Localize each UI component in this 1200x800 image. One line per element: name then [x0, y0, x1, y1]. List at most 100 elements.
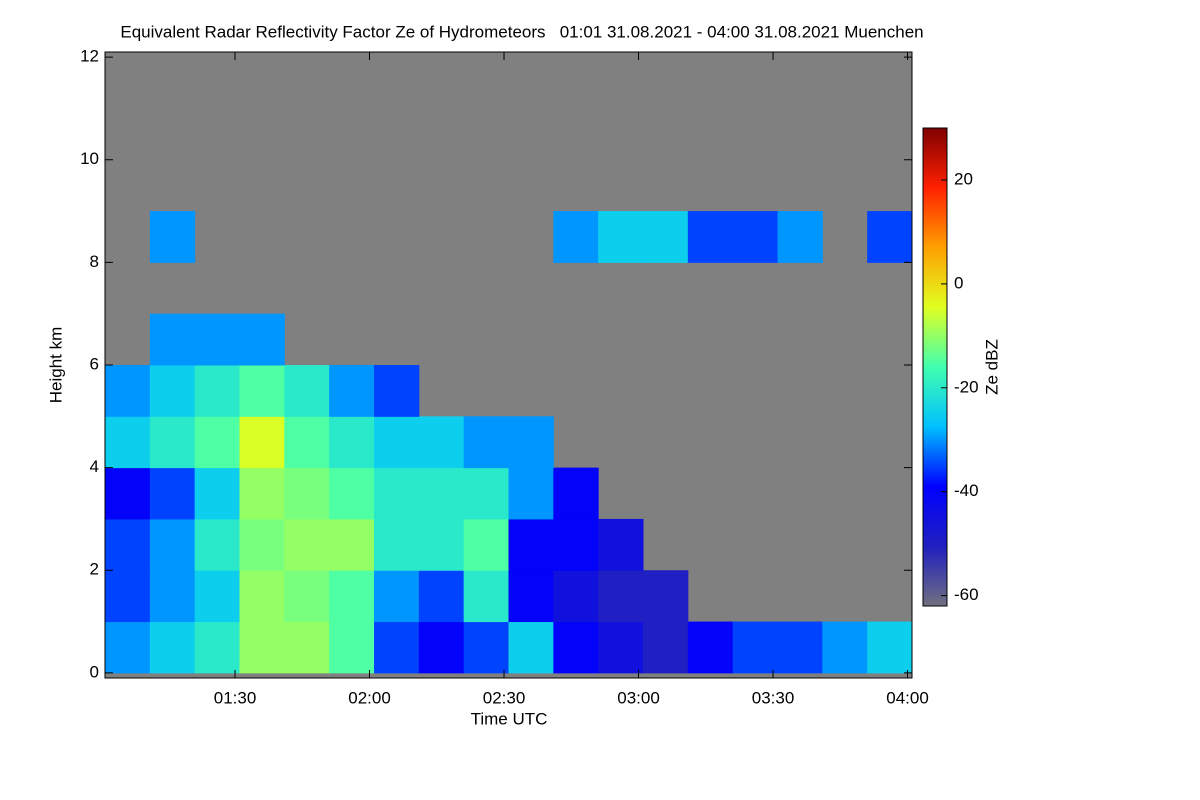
- cell: [867, 621, 913, 674]
- cell: [732, 211, 778, 263]
- cell: [105, 570, 151, 623]
- cell: [777, 211, 823, 263]
- cell: [149, 313, 196, 366]
- cell: [105, 365, 151, 417]
- cell: [149, 467, 196, 520]
- cell: [329, 518, 375, 571]
- colorbar: [922, 127, 948, 607]
- cell: [149, 211, 196, 263]
- cell: [553, 570, 599, 623]
- cell: [329, 467, 375, 520]
- cell: [374, 416, 420, 469]
- cell: [418, 518, 465, 571]
- chart-title: Equivalent Radar Reflectivity Factor Ze …: [120, 22, 923, 41]
- cell: [463, 570, 509, 623]
- cell: [418, 570, 465, 623]
- cell: [374, 621, 420, 674]
- cell: [329, 365, 375, 417]
- cell: [553, 211, 599, 263]
- cell: [598, 211, 644, 263]
- cell: [194, 416, 240, 469]
- cell: [194, 467, 240, 520]
- cell: [777, 621, 823, 674]
- colorbar-label: Ze dBZ: [982, 339, 1001, 395]
- y-tick-label: 4: [90, 457, 99, 476]
- cell: [463, 621, 509, 674]
- cell: [239, 518, 285, 571]
- cell: [149, 416, 196, 469]
- cell: [374, 570, 420, 623]
- cell: [105, 467, 151, 520]
- cell: [329, 570, 375, 623]
- cell: [374, 365, 420, 417]
- cell: [687, 621, 734, 674]
- y-tick-label: 10: [80, 149, 99, 168]
- x-tick-label: 02:30: [483, 688, 526, 707]
- x-tick-label: 01:30: [214, 688, 257, 707]
- cell: [194, 570, 240, 623]
- cell: [374, 518, 420, 571]
- cell: [374, 467, 420, 520]
- cell: [418, 621, 465, 674]
- cell: [508, 570, 554, 623]
- cell: [239, 313, 285, 366]
- cell: [553, 467, 599, 520]
- cell: [149, 518, 196, 571]
- x-tick-label: 04:00: [886, 688, 929, 707]
- cell: [149, 365, 196, 417]
- cell: [553, 621, 599, 674]
- cell: [463, 416, 509, 469]
- cell: [284, 365, 330, 417]
- cell: [418, 467, 465, 520]
- cell: [105, 416, 151, 469]
- cell: [508, 518, 554, 571]
- cell: [239, 467, 285, 520]
- cell: [329, 621, 375, 674]
- cell: [284, 416, 330, 469]
- cell: [284, 518, 330, 571]
- y-tick-label: 0: [90, 662, 99, 681]
- x-tick-label: 02:00: [348, 688, 391, 707]
- cell: [553, 518, 599, 571]
- y-tick-label: 8: [90, 252, 99, 271]
- cell: [149, 570, 196, 623]
- y-axis-label: Height km: [46, 327, 65, 404]
- y-tick-label: 12: [80, 47, 99, 66]
- y-tick-label: 2: [90, 560, 99, 579]
- cell: [643, 211, 689, 263]
- cell: [149, 621, 196, 674]
- cell: [239, 416, 285, 469]
- cell: [284, 621, 330, 674]
- cell: [508, 416, 554, 469]
- cell: [105, 518, 151, 571]
- cell: [687, 211, 734, 263]
- y-tick-label: 6: [90, 354, 99, 373]
- cell: [418, 416, 465, 469]
- colorbar-tick-label: -60: [954, 585, 979, 604]
- cell: [598, 518, 644, 571]
- cell: [284, 467, 330, 520]
- cell: [822, 621, 868, 674]
- cell: [732, 621, 778, 674]
- colorbar-tick-label: -40: [954, 481, 979, 500]
- cell: [194, 365, 240, 417]
- cell: [239, 570, 285, 623]
- cell: [194, 518, 240, 571]
- colorbar-tick-label: 0: [954, 273, 963, 292]
- cell: [867, 211, 913, 263]
- cell: [284, 570, 330, 623]
- cell: [194, 313, 240, 366]
- x-tick-label: 03:00: [617, 688, 660, 707]
- colorbar-tick-label: 20: [954, 169, 973, 188]
- cell: [643, 570, 689, 623]
- x-axis-label: Time UTC: [471, 709, 548, 728]
- cell: [105, 621, 151, 674]
- cell: [239, 365, 285, 417]
- x-tick-label: 03:30: [752, 688, 795, 707]
- cell: [508, 621, 554, 674]
- colorbar-tick-label: -20: [954, 377, 979, 396]
- cell: [329, 416, 375, 469]
- cell: [463, 518, 509, 571]
